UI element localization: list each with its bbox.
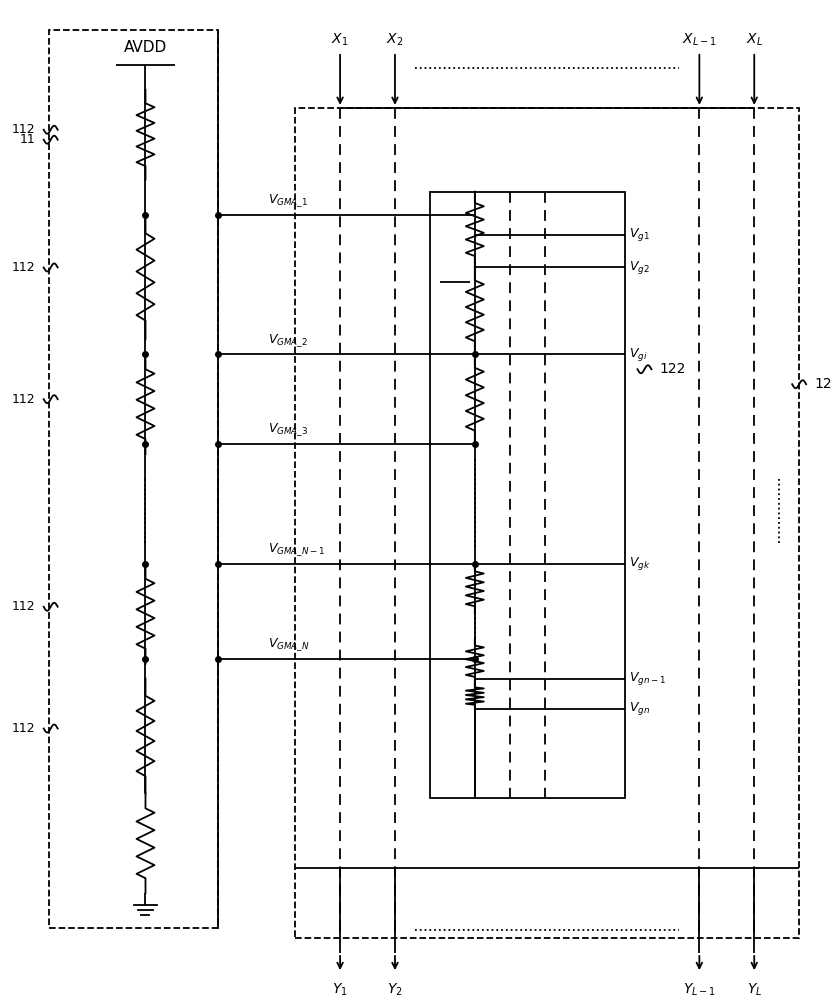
Text: 112: 112 (12, 123, 36, 136)
Text: $V_{GMA\_1}$: $V_{GMA\_1}$ (268, 192, 308, 209)
Text: $V_{g1}$: $V_{g1}$ (630, 226, 650, 243)
Text: $X_{L-1}$: $X_{L-1}$ (682, 32, 716, 48)
Text: $V_{gn}$: $V_{gn}$ (630, 700, 650, 717)
Text: $X_1$: $X_1$ (331, 32, 349, 48)
Text: $X_2$: $X_2$ (387, 32, 403, 48)
Text: 11: 11 (20, 133, 36, 146)
Text: $V_{gk}$: $V_{gk}$ (630, 555, 651, 572)
Bar (48, 30, 218, 928)
Text: 112: 112 (12, 261, 36, 274)
Text: 112: 112 (12, 722, 36, 735)
Text: $V_{GMA\_N}$: $V_{GMA\_N}$ (268, 636, 310, 653)
Text: $Y_L$: $Y_L$ (746, 982, 762, 998)
Text: $V_{gi}$: $V_{gi}$ (630, 346, 648, 363)
Text: AVDD: AVDD (124, 40, 167, 55)
Text: 112: 112 (12, 393, 36, 406)
Text: 122: 122 (660, 362, 686, 376)
Text: 112: 112 (12, 600, 36, 613)
Text: $Y_1$: $Y_1$ (332, 982, 348, 998)
Bar (296, 108, 799, 938)
Text: $V_{gn-1}$: $V_{gn-1}$ (630, 670, 666, 687)
Text: 12: 12 (814, 377, 832, 391)
Text: $Y_{L-1}$: $Y_{L-1}$ (683, 982, 716, 998)
Text: $V_{GMA\_2}$: $V_{GMA\_2}$ (268, 332, 308, 349)
Text: $V_{GMA\_3}$: $V_{GMA\_3}$ (268, 422, 308, 438)
Text: $X_L$: $X_L$ (746, 32, 762, 48)
Bar (430, 192, 625, 798)
Text: $V_{GMA\_N-1}$: $V_{GMA\_N-1}$ (268, 542, 326, 558)
Text: $V_{g2}$: $V_{g2}$ (630, 259, 650, 276)
Text: $Y_2$: $Y_2$ (387, 982, 402, 998)
